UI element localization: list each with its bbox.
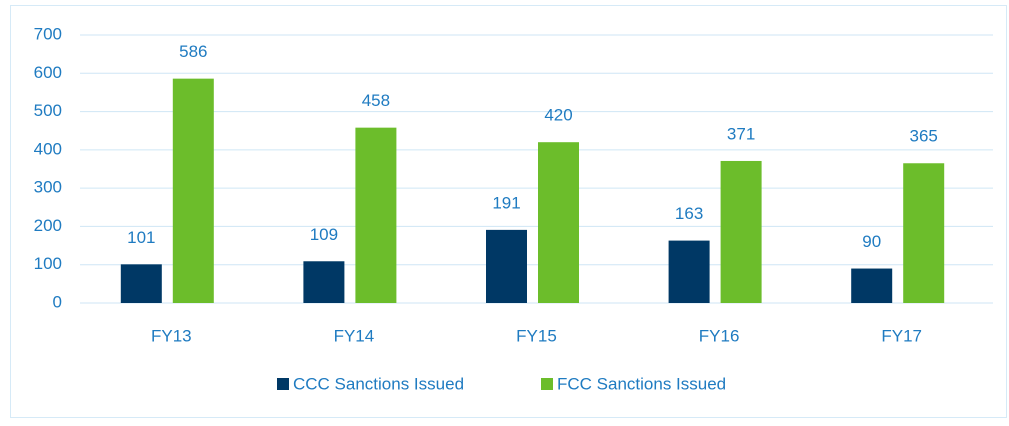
y-tick-label: 500 xyxy=(34,101,62,120)
bar xyxy=(720,160,762,303)
legend-label: FCC Sanctions Issued xyxy=(557,374,726,393)
bar xyxy=(172,78,214,303)
legend-label: CCC Sanctions Issued xyxy=(293,374,464,393)
data-label: 458 xyxy=(362,91,390,110)
data-label: 420 xyxy=(544,106,572,125)
data-label: 163 xyxy=(675,204,703,223)
legend-swatch xyxy=(277,378,289,390)
bar xyxy=(903,163,945,303)
x-tick-label: FY14 xyxy=(334,326,375,345)
chart-frame xyxy=(10,5,1007,418)
data-label: 90 xyxy=(862,232,881,251)
data-label: 371 xyxy=(727,124,755,143)
x-tick-label: FY15 xyxy=(516,326,557,345)
x-tick-label: FY17 xyxy=(881,326,922,345)
bar xyxy=(538,142,579,303)
y-tick-label: 300 xyxy=(34,178,62,197)
data-label: 109 xyxy=(310,225,338,244)
y-tick-label: 700 xyxy=(34,24,62,43)
x-tick-label: FY16 xyxy=(699,326,740,345)
bar xyxy=(851,268,893,303)
legend-swatch xyxy=(541,378,553,390)
y-tick-label: 0 xyxy=(53,292,62,311)
bar xyxy=(120,264,162,303)
y-tick-label: 200 xyxy=(34,216,62,235)
data-label: 101 xyxy=(127,228,155,247)
y-tick-label: 600 xyxy=(34,63,62,82)
x-tick-label: FY13 xyxy=(151,326,192,345)
bar xyxy=(355,127,397,303)
bar xyxy=(668,240,710,303)
data-label: 365 xyxy=(910,127,938,146)
bar xyxy=(303,261,345,303)
data-label: 586 xyxy=(179,42,207,61)
y-tick-label: 400 xyxy=(34,139,62,158)
bar xyxy=(486,229,527,303)
y-tick-label: 100 xyxy=(34,254,62,273)
data-label: 191 xyxy=(492,193,520,212)
